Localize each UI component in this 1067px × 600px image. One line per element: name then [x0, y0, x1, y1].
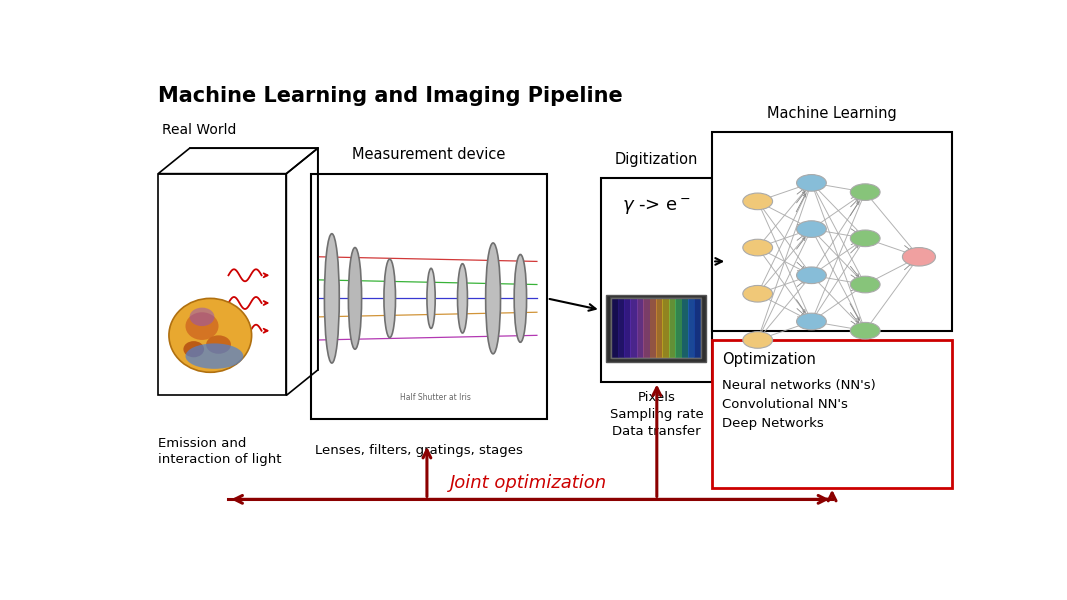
- Bar: [688, 298, 695, 358]
- Ellipse shape: [458, 264, 467, 333]
- Bar: [713, 340, 952, 488]
- Ellipse shape: [514, 254, 527, 342]
- Bar: [606, 295, 705, 362]
- Text: Real World: Real World: [162, 122, 237, 137]
- Text: Machine Learning: Machine Learning: [767, 106, 897, 121]
- Ellipse shape: [384, 259, 396, 338]
- Circle shape: [903, 248, 936, 266]
- Circle shape: [797, 313, 826, 330]
- Bar: [695, 298, 701, 358]
- Ellipse shape: [348, 248, 362, 349]
- Circle shape: [743, 193, 773, 209]
- Circle shape: [797, 267, 826, 284]
- Ellipse shape: [206, 335, 230, 354]
- Bar: [312, 173, 547, 419]
- Bar: [631, 298, 638, 358]
- Circle shape: [850, 230, 880, 247]
- Ellipse shape: [184, 341, 204, 357]
- Circle shape: [850, 322, 880, 339]
- Text: Digitization: Digitization: [615, 152, 698, 167]
- Bar: [650, 298, 657, 358]
- Ellipse shape: [186, 343, 243, 369]
- Bar: [713, 132, 952, 331]
- Text: Optimization: Optimization: [722, 352, 816, 367]
- Circle shape: [743, 239, 773, 256]
- Text: $\gamma$ -> e$^-$: $\gamma$ -> e$^-$: [622, 197, 690, 217]
- Ellipse shape: [427, 268, 435, 328]
- Bar: [158, 173, 286, 395]
- Text: Half Shutter at Iris: Half Shutter at Iris: [400, 394, 471, 403]
- Ellipse shape: [485, 243, 500, 354]
- Circle shape: [797, 221, 826, 238]
- Text: Joint optimization: Joint optimization: [450, 475, 607, 493]
- Circle shape: [797, 175, 826, 191]
- Bar: [656, 298, 664, 358]
- Text: Measurement device: Measurement device: [352, 147, 506, 162]
- Circle shape: [743, 286, 773, 302]
- Bar: [601, 178, 713, 382]
- Text: Lenses, filters, gratings, stages: Lenses, filters, gratings, stages: [316, 444, 523, 457]
- Bar: [637, 298, 644, 358]
- Circle shape: [850, 184, 880, 200]
- Bar: [663, 298, 670, 358]
- Text: Machine Learning and Imaging Pipeline: Machine Learning and Imaging Pipeline: [158, 86, 623, 106]
- Circle shape: [743, 332, 773, 348]
- Bar: [611, 298, 701, 358]
- Bar: [643, 298, 651, 358]
- Ellipse shape: [324, 233, 339, 363]
- Text: Emission and
interaction of light: Emission and interaction of light: [158, 437, 282, 466]
- Bar: [669, 298, 676, 358]
- Bar: [611, 298, 619, 358]
- Ellipse shape: [190, 308, 214, 326]
- Bar: [675, 298, 682, 358]
- Bar: [682, 298, 688, 358]
- Ellipse shape: [169, 298, 252, 372]
- Ellipse shape: [186, 312, 219, 340]
- Bar: [618, 298, 625, 358]
- Circle shape: [850, 276, 880, 293]
- Text: Pixels
Sampling rate
Data transfer: Pixels Sampling rate Data transfer: [609, 391, 703, 438]
- Bar: [624, 298, 632, 358]
- Text: Neural networks (NN's)
Convolutional NN's
Deep Networks: Neural networks (NN's) Convolutional NN'…: [722, 379, 876, 430]
- Bar: [611, 298, 701, 358]
